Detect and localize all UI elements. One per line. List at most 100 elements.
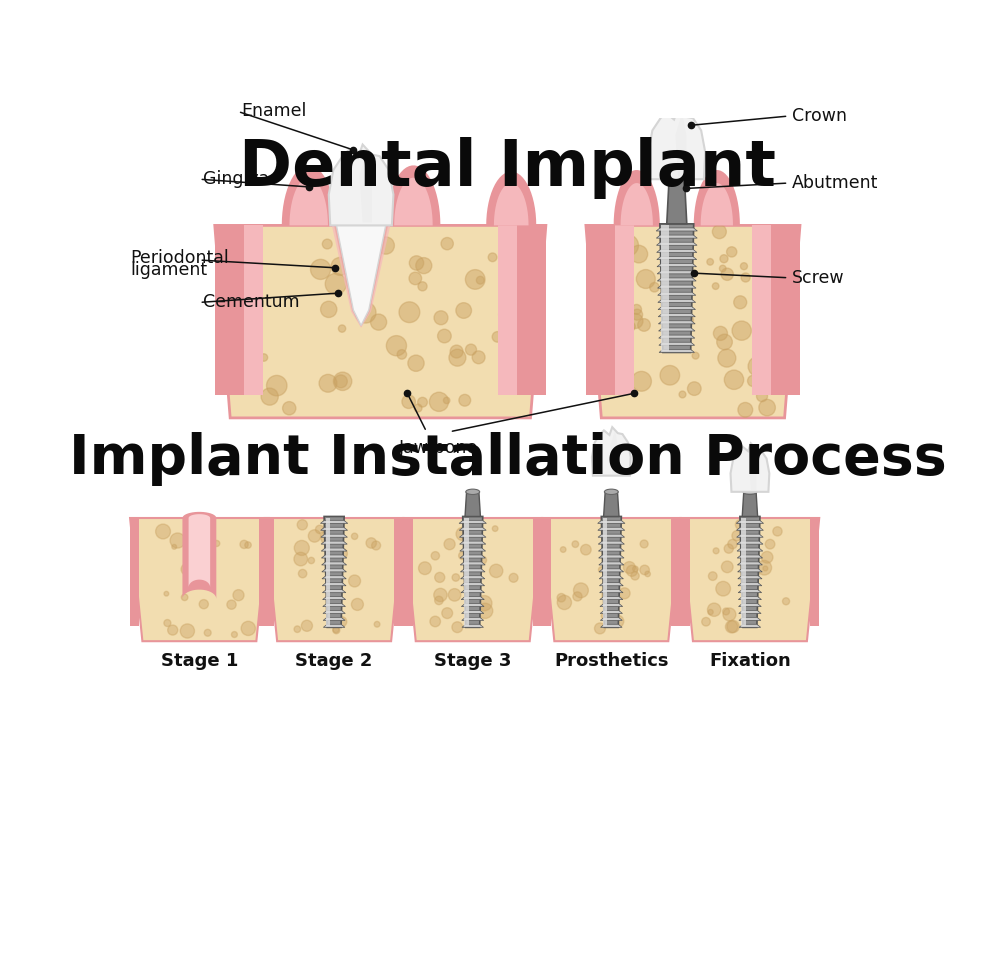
Circle shape [580, 544, 591, 555]
Circle shape [557, 595, 571, 610]
Polygon shape [600, 617, 623, 620]
Polygon shape [533, 518, 543, 626]
Polygon shape [737, 548, 763, 551]
Polygon shape [359, 150, 372, 222]
Circle shape [326, 578, 338, 590]
Circle shape [254, 351, 261, 358]
Circle shape [492, 526, 498, 531]
Circle shape [418, 282, 427, 291]
Polygon shape [321, 520, 347, 523]
Circle shape [333, 626, 339, 633]
Circle shape [199, 600, 208, 609]
Polygon shape [738, 555, 762, 558]
Circle shape [723, 608, 730, 614]
Polygon shape [599, 555, 624, 558]
Polygon shape [657, 264, 697, 267]
Polygon shape [543, 518, 681, 641]
Polygon shape [517, 225, 545, 395]
Circle shape [294, 553, 308, 565]
Circle shape [756, 391, 767, 402]
Polygon shape [810, 518, 820, 626]
Bar [742, 518, 745, 626]
Text: Stage 1: Stage 1 [160, 652, 238, 670]
Circle shape [707, 259, 714, 266]
Circle shape [155, 524, 170, 539]
Circle shape [732, 530, 742, 541]
Circle shape [319, 374, 337, 392]
Circle shape [167, 625, 178, 635]
Circle shape [294, 626, 301, 632]
Circle shape [713, 283, 719, 289]
Circle shape [626, 321, 636, 331]
Circle shape [728, 539, 738, 549]
Polygon shape [681, 518, 820, 641]
Circle shape [164, 619, 171, 626]
Ellipse shape [743, 489, 757, 495]
Polygon shape [215, 225, 244, 395]
Polygon shape [600, 597, 623, 600]
Circle shape [600, 263, 621, 283]
Circle shape [456, 527, 469, 541]
Circle shape [298, 569, 307, 578]
Polygon shape [586, 225, 800, 417]
Polygon shape [289, 177, 328, 225]
Circle shape [633, 566, 639, 571]
Circle shape [716, 581, 731, 596]
Polygon shape [462, 516, 483, 627]
Circle shape [725, 370, 743, 389]
Polygon shape [323, 597, 346, 600]
Polygon shape [404, 518, 413, 626]
Polygon shape [614, 171, 659, 225]
Circle shape [434, 588, 447, 602]
Circle shape [164, 591, 168, 596]
Circle shape [489, 564, 503, 577]
Circle shape [308, 530, 321, 542]
Circle shape [672, 298, 689, 315]
Circle shape [202, 547, 213, 559]
Circle shape [366, 538, 376, 548]
Polygon shape [659, 342, 695, 345]
Circle shape [514, 346, 524, 356]
Polygon shape [604, 492, 619, 516]
Circle shape [599, 566, 604, 572]
Text: Crown: Crown [792, 107, 847, 125]
Circle shape [337, 549, 347, 559]
Polygon shape [244, 225, 262, 395]
Polygon shape [598, 548, 625, 551]
Circle shape [434, 311, 447, 324]
Circle shape [245, 542, 251, 548]
Ellipse shape [604, 489, 618, 495]
Text: Gingiva: Gingiva [203, 171, 269, 188]
Circle shape [181, 564, 192, 575]
Polygon shape [494, 183, 529, 225]
Circle shape [720, 266, 726, 271]
Circle shape [604, 531, 617, 544]
Polygon shape [460, 568, 485, 572]
Circle shape [720, 255, 728, 263]
Polygon shape [265, 518, 404, 641]
Circle shape [619, 588, 630, 599]
Circle shape [605, 608, 612, 613]
Polygon shape [657, 278, 696, 281]
Circle shape [573, 583, 588, 598]
Polygon shape [738, 568, 762, 572]
Circle shape [282, 402, 296, 415]
Circle shape [326, 273, 346, 295]
Circle shape [386, 335, 407, 356]
Polygon shape [460, 562, 485, 564]
Circle shape [261, 388, 278, 405]
Circle shape [472, 351, 485, 364]
Text: Enamel: Enamel [242, 103, 307, 121]
Circle shape [397, 350, 407, 359]
Circle shape [335, 375, 347, 388]
Circle shape [617, 234, 639, 256]
Circle shape [477, 596, 492, 611]
Circle shape [734, 296, 746, 309]
Circle shape [214, 540, 220, 547]
Circle shape [180, 624, 194, 638]
Circle shape [492, 331, 503, 342]
Polygon shape [656, 242, 697, 245]
Circle shape [464, 573, 479, 588]
Polygon shape [738, 575, 762, 579]
Circle shape [769, 279, 778, 289]
